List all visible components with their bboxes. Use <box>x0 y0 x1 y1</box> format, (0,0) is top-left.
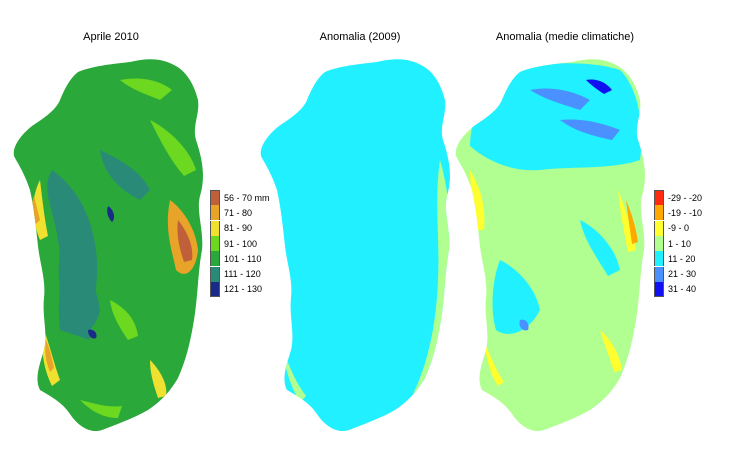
legend-swatch <box>654 220 664 236</box>
legend-item: 31 - 40 <box>654 281 702 297</box>
legend-label: 1 - 10 <box>668 238 692 249</box>
legend-swatch <box>654 205 664 221</box>
legend-swatch <box>210 220 220 236</box>
legend-label: 91 - 100 <box>224 238 258 249</box>
legend-swatch <box>654 266 664 282</box>
legend-april-2010: 56 - 70 mm 71 - 80 81 - 90 91 - 100 101 … <box>210 190 270 297</box>
map-april-2010 <box>13 59 203 432</box>
legend-item: -19 - -10 <box>654 205 703 221</box>
legend-swatch <box>210 190 220 206</box>
legend-item: 21 - 30 <box>654 266 702 282</box>
legend-swatch <box>210 236 220 252</box>
legend-item: 101 - 110 <box>210 251 270 267</box>
legend-item: 11 - 20 <box>654 251 702 267</box>
legend-item: 91 - 100 <box>210 236 270 252</box>
legend-item: 111 - 120 <box>210 266 270 282</box>
map-title-april-2010: Aprile 2010 <box>83 31 139 43</box>
legend-label: -9 - 0 <box>668 223 690 234</box>
legend-swatch <box>210 205 220 221</box>
legend-swatch <box>654 251 664 267</box>
legend-swatch <box>210 251 220 267</box>
legend-label: -29 - -20 <box>668 192 703 203</box>
legend-item: 81 - 90 <box>210 220 270 236</box>
legend-swatch <box>654 236 664 252</box>
map-anomaly-climatic <box>455 59 645 432</box>
legend-label: 71 - 80 <box>224 207 253 218</box>
legend-label: 101 - 110 <box>224 253 262 264</box>
legend-item: 1 - 10 <box>654 236 702 252</box>
legend-label: 31 - 40 <box>668 284 697 295</box>
legend-label: 81 - 90 <box>224 223 253 234</box>
legend-label: 111 - 120 <box>224 269 261 280</box>
legend-item: -9 - 0 <box>654 220 702 236</box>
legend-item: 56 - 70 mm <box>210 190 270 206</box>
legend-anomaly-climatic: -29 - -20 -19 - -10 -9 - 0 1 - 10 11 - 2… <box>654 190 702 297</box>
legend-item: 71 - 80 <box>210 205 270 221</box>
legend-label: 121 - 130 <box>224 284 263 295</box>
map-title-anomaly-climatic: Anomalia (medie climatiche) <box>495 31 635 43</box>
legend-item: 121 - 130 <box>210 281 270 297</box>
map-title-anomaly-2009: Anomalia (2009) <box>319 31 401 43</box>
legend-label: 21 - 30 <box>668 269 697 280</box>
legend-label: -19 - -10 <box>668 207 703 218</box>
legend-swatch <box>210 281 220 297</box>
legend-swatch <box>210 266 220 282</box>
map-anomaly-2009 <box>260 59 450 432</box>
legend-swatch <box>654 281 664 297</box>
legend-item: -29 - -20 <box>654 190 703 206</box>
legend-label: 56 - 70 mm <box>224 192 270 203</box>
legend-label: 11 - 20 <box>668 253 696 264</box>
legend-swatch <box>654 190 664 206</box>
